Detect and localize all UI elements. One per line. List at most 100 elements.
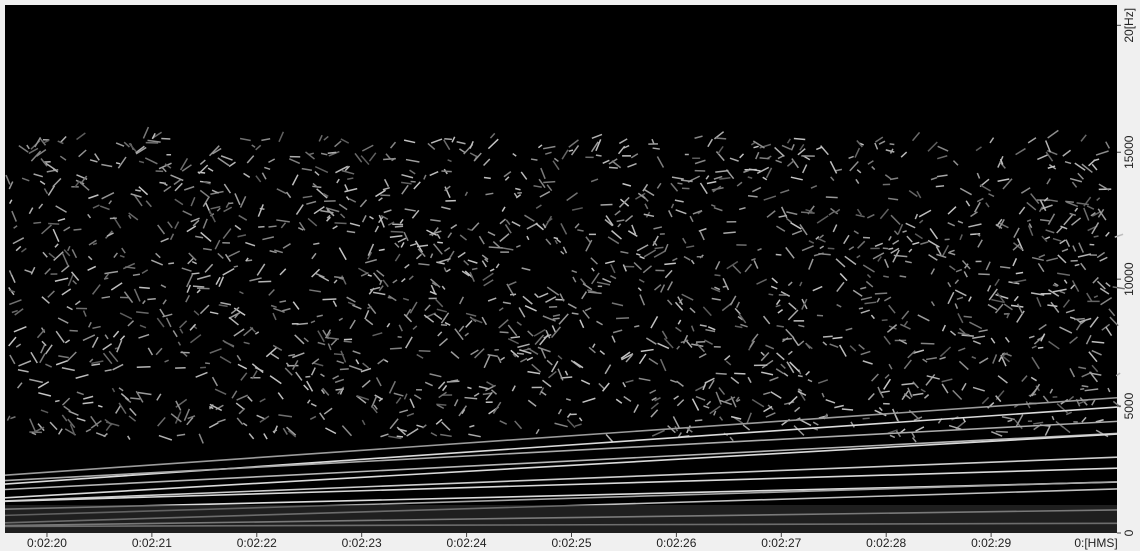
x-tick-label: 0:02:27 — [761, 536, 801, 550]
texture-stroke — [517, 353, 524, 354]
texture-stroke — [714, 275, 720, 276]
texture-stroke — [383, 159, 396, 160]
texture-stroke — [344, 341, 352, 342]
texture-stroke — [133, 274, 140, 275]
texture-stroke — [367, 307, 372, 308]
texture-stroke — [379, 249, 385, 250]
texture-stroke — [1038, 347, 1043, 348]
y-tick-label: 0 — [1122, 529, 1136, 536]
y-tick-label: 5000 — [1122, 392, 1136, 419]
texture-stroke — [1040, 220, 1050, 221]
x-tick-label: 0:02:23 — [342, 536, 382, 550]
spectrogram-view: 0:02:20 0:02:21 0:02:22 0:02:23 0:02:24 0:02:… — [0, 0, 1140, 551]
texture-stroke — [569, 150, 573, 151]
texture-stroke — [511, 337, 520, 338]
texture-stroke — [130, 398, 140, 399]
texture-stroke — [328, 152, 337, 153]
texture-stroke — [33, 222, 41, 223]
texture-stroke — [609, 167, 618, 168]
texture-stroke — [390, 348, 402, 349]
texture-stroke — [489, 247, 503, 248]
x-tick-label: 0:02:25 — [551, 536, 591, 550]
texture-stroke — [391, 232, 404, 233]
x-tick-label: 0:02:22 — [237, 536, 277, 550]
texture-stroke — [258, 227, 264, 228]
texture-stroke — [760, 158, 770, 159]
texture-stroke — [135, 190, 141, 191]
x-tick-label: 0:02:29 — [971, 536, 1011, 550]
texture-stroke — [247, 260, 252, 261]
texture-stroke — [716, 138, 726, 139]
texture-stroke — [769, 294, 774, 295]
texture-stroke — [554, 238, 558, 239]
texture-stroke — [313, 243, 319, 244]
texture-stroke — [335, 223, 347, 224]
texture-stroke — [467, 387, 471, 388]
texture-stroke — [616, 318, 629, 319]
plot-area — [5, 5, 1117, 533]
texture-stroke — [268, 226, 276, 227]
x-tick-label: 0:02:20 — [27, 536, 67, 550]
texture-stroke — [437, 242, 443, 243]
texture-stroke — [484, 177, 491, 178]
texture-stroke — [397, 436, 403, 437]
texture-stroke — [205, 363, 210, 364]
texture-stroke — [168, 263, 174, 264]
x-tick-label: 0:02:24 — [447, 536, 487, 550]
texture-stroke — [1065, 201, 1074, 202]
texture-stroke — [193, 286, 204, 287]
texture-stroke — [531, 159, 537, 160]
texture-stroke — [395, 226, 403, 227]
texture-stroke — [863, 418, 870, 419]
texture-stroke — [859, 308, 863, 309]
texture-stroke — [398, 337, 402, 338]
texture-stroke — [340, 369, 349, 370]
texture-stroke — [441, 171, 451, 172]
texture-stroke — [716, 373, 727, 374]
texture-stroke — [794, 139, 805, 140]
texture-stroke — [510, 294, 516, 295]
texture-stroke — [553, 318, 560, 319]
texture-stroke — [890, 144, 895, 145]
texture-stroke — [69, 331, 77, 332]
x-tick-label: 0:02:26 — [656, 536, 696, 550]
texture-stroke — [823, 336, 833, 337]
texture-stroke — [826, 197, 838, 198]
texture-stroke — [875, 293, 887, 294]
texture-stroke — [964, 316, 972, 317]
texture-stroke — [801, 212, 815, 213]
texture-stroke — [116, 163, 120, 164]
x-tick-label: 0:02:21 — [132, 536, 172, 550]
texture-stroke — [55, 401, 59, 402]
texture-stroke — [783, 339, 792, 340]
texture-stroke — [104, 278, 108, 279]
texture-stroke — [601, 204, 613, 205]
x-tick-label: 0:02:28 — [866, 536, 906, 550]
texture-stroke — [653, 148, 660, 149]
y-tick-label: 20[Hz] — [1122, 8, 1136, 43]
texture-stroke — [192, 273, 200, 274]
texture-stroke — [888, 248, 893, 249]
texture-stroke — [234, 266, 238, 267]
texture-stroke — [444, 139, 452, 140]
x-axis-label: 0:[HMS] — [1074, 536, 1117, 550]
texture-stroke — [500, 332, 509, 333]
texture-stroke — [921, 343, 935, 344]
texture-stroke — [48, 224, 59, 225]
texture-band — [5, 505, 1117, 533]
texture-stroke — [1082, 386, 1089, 387]
texture-stroke — [828, 248, 835, 249]
texture-stroke — [228, 203, 233, 204]
texture-stroke — [900, 276, 907, 277]
texture-stroke — [322, 299, 336, 300]
texture-stroke — [842, 409, 853, 410]
texture-stroke — [73, 229, 81, 230]
texture-stroke — [695, 420, 702, 421]
texture-stroke — [936, 186, 944, 187]
texture-stroke — [543, 182, 555, 183]
texture-stroke — [996, 431, 1008, 432]
texture-stroke — [634, 326, 639, 327]
texture-stroke — [798, 376, 803, 377]
texture-stroke — [1094, 236, 1099, 237]
texture-stroke — [1074, 319, 1085, 320]
